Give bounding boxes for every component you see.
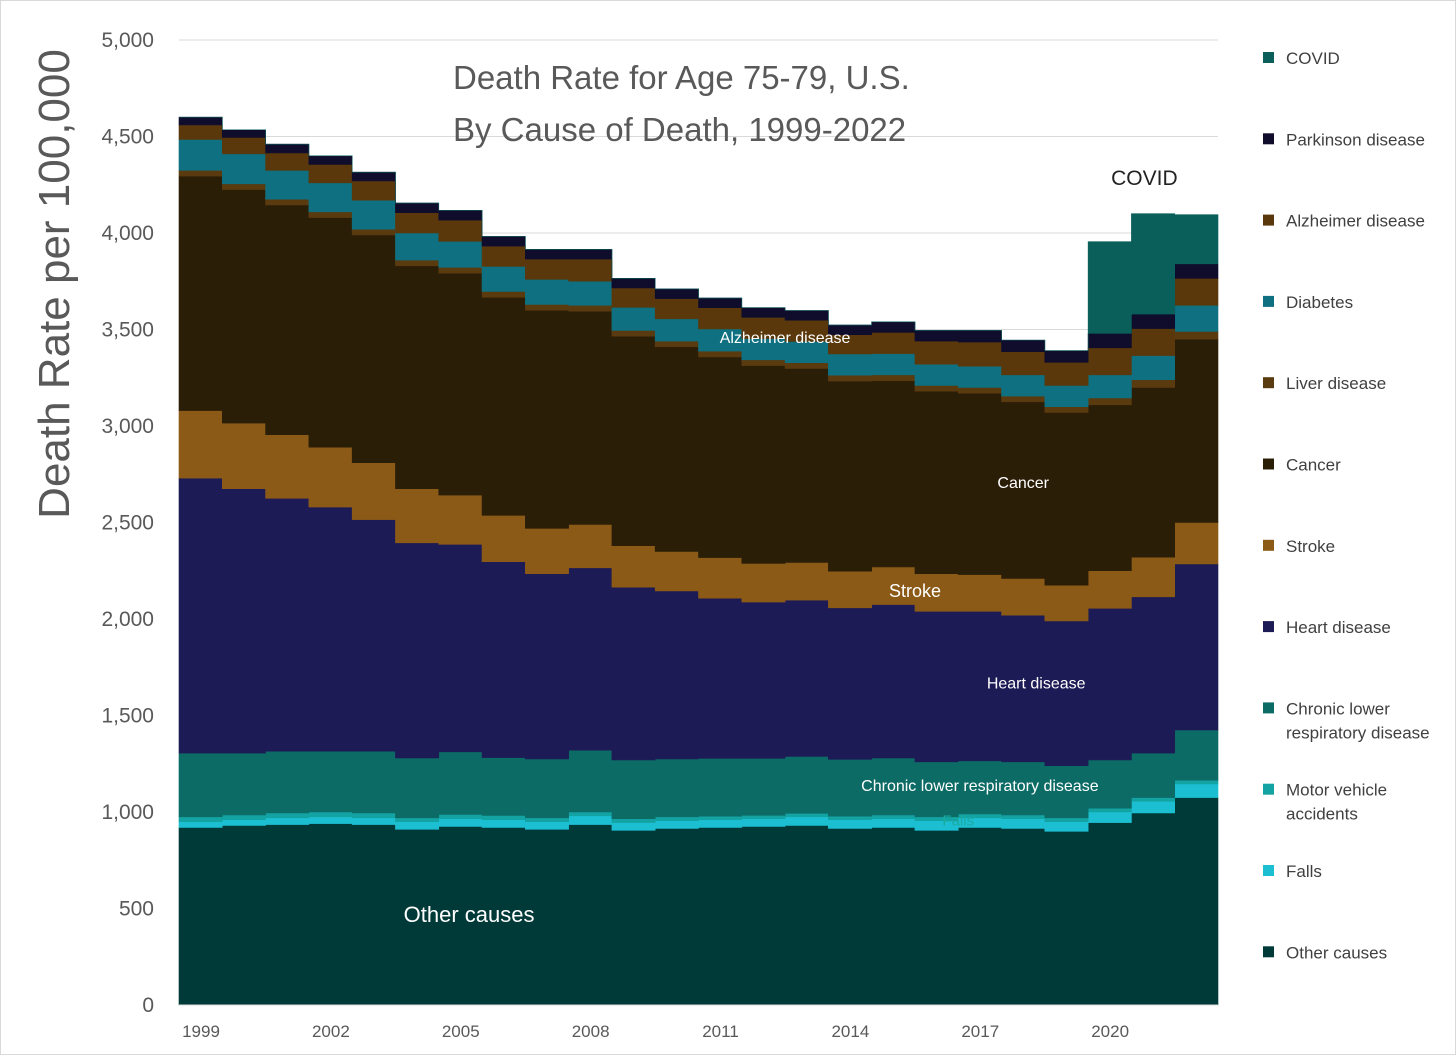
y-tick-label: 2,000 (101, 608, 154, 631)
legend-label: Falls (1286, 862, 1322, 881)
y-tick-label: 500 (119, 898, 154, 921)
legend-label: Parkinson disease (1286, 130, 1425, 149)
x-tick-label: 2011 (702, 1022, 739, 1041)
legend-swatch (1263, 295, 1274, 307)
legend-item-covid: COVID (1263, 49, 1340, 68)
legend-label: Chronic lower (1286, 699, 1390, 718)
legend-item-stroke: Stroke (1263, 537, 1335, 556)
y-tick-label: 1,000 (101, 801, 154, 824)
legend-swatch (1263, 214, 1274, 226)
annotation-cancer: Cancer (997, 475, 1049, 492)
legend-item-chronic-lower-respiratory-disease: Chronic lower respiratory disease (1263, 699, 1430, 742)
y-tick-label: 2,500 (101, 512, 154, 535)
legend-item-heart-disease: Heart disease (1263, 618, 1391, 637)
y-tick-label: 4,000 (101, 222, 154, 245)
x-tick-label: 2005 (442, 1022, 480, 1041)
legend-label: Alzheimer disease (1286, 212, 1425, 231)
legend-swatch (1263, 783, 1274, 795)
y-tick-label: 3,500 (101, 319, 154, 342)
legend-label: accidents (1286, 805, 1358, 824)
chart-title: Death Rate for Age 75-79, U.S. By Cause o… (453, 59, 910, 148)
annotation-covid: COVID (1111, 167, 1178, 190)
x-tick-label: 2008 (572, 1022, 610, 1041)
legend-swatch (1263, 539, 1274, 551)
annotations: Alzheimer disease Cancer Stroke Heart disea… (404, 167, 1178, 927)
legend-swatch (1263, 946, 1274, 958)
legend-label: Other causes (1286, 943, 1387, 962)
legend-swatch (1263, 458, 1274, 470)
x-tick-label: 1999 (182, 1022, 220, 1041)
x-tick-labels: 1999 2002 2005 2008 2011 2014 2017 2020 (182, 1022, 1129, 1041)
x-tick-label: 2017 (961, 1022, 999, 1041)
legend-label: Stroke (1286, 537, 1335, 556)
y-tick-label: 0 (142, 994, 154, 1017)
y-tick-label: 3,000 (101, 415, 154, 438)
legend-item-cancer: Cancer (1263, 456, 1341, 475)
annotation-falls: Falls (942, 813, 974, 830)
legend-item-alzheimer-disease: Alzheimer disease (1263, 212, 1425, 231)
annotation-stroke: Stroke (889, 581, 941, 601)
annotation-heart-disease: Heart disease (987, 675, 1086, 692)
y-tick-label: 1,500 (101, 705, 154, 728)
annotation-alzheimer-disease: Alzheimer disease (720, 330, 851, 347)
legend-label: Liver disease (1286, 374, 1386, 393)
legend: COVID Parkinson disease Alzheimer disease D… (1263, 49, 1430, 962)
chart-title-line: Death Rate for Age 75-79, U.S. (453, 59, 910, 96)
y-tick-label: 4,500 (101, 126, 154, 149)
legend-item-diabetes: Diabetes (1263, 293, 1353, 312)
x-tick-label: 2002 (312, 1022, 350, 1041)
y-axis-label: Death Rate per 100,000 (30, 49, 79, 519)
annotation-chronic-lower-respiratory-disease: Chronic lower respiratory disease (861, 778, 1099, 795)
legend-label: COVID (1286, 49, 1340, 68)
legend-swatch (1263, 865, 1274, 876)
y-tick-labels: 0 500 1,000 1,500 2,000 2,500 3,000 3,500 4,000 4… (101, 29, 154, 1017)
x-tick-label: 2014 (831, 1022, 869, 1041)
x-tick-label: 2020 (1091, 1022, 1129, 1041)
legend-item-liver-disease: Liver disease (1263, 374, 1386, 393)
series-area-covid (179, 116, 1219, 352)
legend-item-motor-vehicle-accidents: Motor vehicle accidents (1263, 781, 1387, 824)
legend-label: Heart disease (1286, 618, 1391, 637)
legend-swatch (1263, 702, 1274, 714)
legend-label: Cancer (1286, 456, 1341, 475)
series-areas (178, 116, 1219, 1006)
chart-title-line: By Cause of Death, 1999-2022 (453, 111, 906, 148)
legend-item-falls: Falls (1263, 862, 1322, 881)
legend-label: respiratory disease (1286, 723, 1430, 742)
y-tick-label: 5,000 (101, 29, 154, 52)
legend-swatch (1263, 133, 1274, 145)
legend-item-other-causes: Other causes (1263, 943, 1387, 962)
legend-item-parkinson-disease: Parkinson disease (1263, 130, 1425, 149)
legend-swatch (1263, 621, 1274, 633)
legend-swatch (1263, 52, 1274, 63)
legend-swatch (1263, 377, 1274, 389)
legend-label: Motor vehicle (1286, 781, 1387, 800)
annotation-other-causes: Other causes (404, 902, 535, 927)
legend-label: Diabetes (1286, 293, 1353, 312)
